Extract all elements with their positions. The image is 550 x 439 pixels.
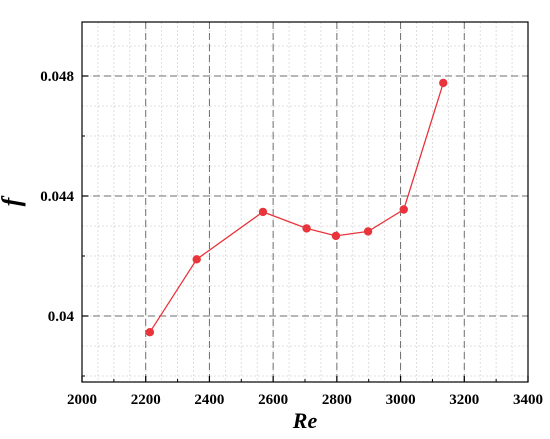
y-tick-labels: 0.04 0.044 0.048 xyxy=(40,69,74,325)
x-tick-label: 3400 xyxy=(513,392,543,408)
major-grid xyxy=(82,22,528,382)
x-tick-label: 2400 xyxy=(194,392,224,408)
x-tick-labels: 2000 2200 2400 2600 2800 3000 3200 3400 xyxy=(67,392,543,408)
data-point xyxy=(258,207,268,217)
data-point xyxy=(145,328,155,337)
data-point xyxy=(331,231,341,241)
y-tick-label: 0.04 xyxy=(48,309,75,325)
data-point xyxy=(302,224,311,233)
data-point xyxy=(439,78,448,88)
x-tick-label: 2000 xyxy=(67,392,97,408)
series-layer xyxy=(145,78,448,337)
y-tick-label: 0.044 xyxy=(40,189,74,205)
x-tick-label: 2200 xyxy=(131,392,161,408)
x-axis-title: Re xyxy=(292,408,318,433)
x-tick-label: 3000 xyxy=(386,392,416,408)
x-tick-label: 3200 xyxy=(449,392,479,408)
data-point xyxy=(363,227,373,236)
series-line xyxy=(149,82,444,333)
y-tick-label: 0.048 xyxy=(40,69,74,85)
axis-ticks xyxy=(81,75,529,382)
data-point xyxy=(192,255,201,264)
x-tick-label: 2600 xyxy=(258,392,288,408)
x-tick-label: 2800 xyxy=(322,392,352,408)
y-axis-title: f xyxy=(0,195,26,206)
data-point xyxy=(399,205,408,214)
